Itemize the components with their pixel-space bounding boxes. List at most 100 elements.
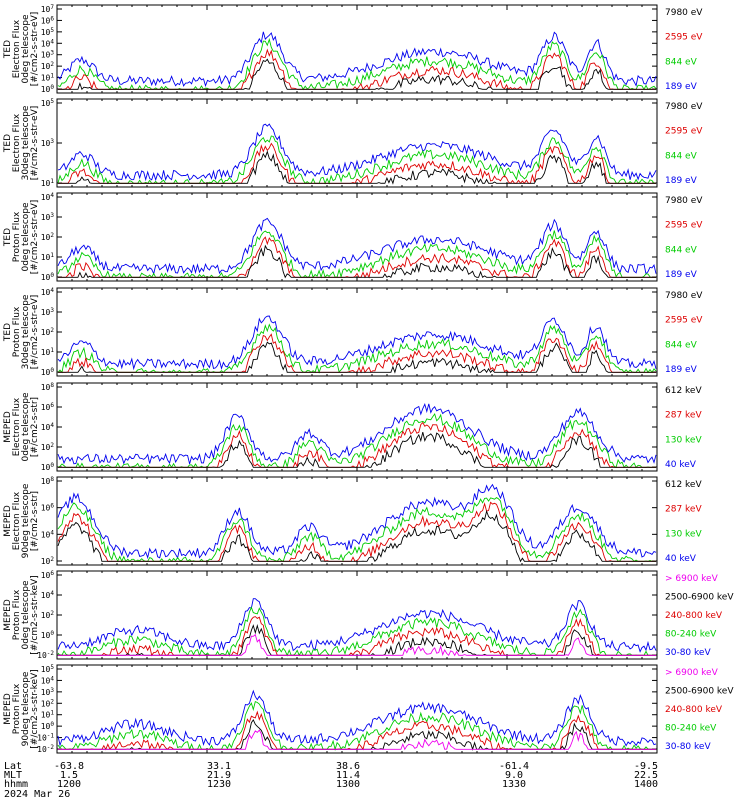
y-tick-label: 101 xyxy=(41,710,55,720)
ylabel-line-2: 30deg telescope xyxy=(21,294,31,369)
series-trace xyxy=(58,633,656,657)
y-tick-label: 108 xyxy=(41,476,55,486)
ylabel-line-2: 0deg telescope xyxy=(21,202,31,272)
series-trace xyxy=(57,483,657,560)
y-tick-label: 108 xyxy=(41,382,55,392)
y-tick-label: 101 xyxy=(41,347,55,357)
series-trace xyxy=(58,244,656,279)
y-tick-label: 105 xyxy=(41,664,55,674)
footer-label-hhmm: hhmm xyxy=(4,779,29,790)
ylabel-line-0: TED xyxy=(3,323,13,342)
ylabel-line-3: [#/cm2-s-str-keV] xyxy=(30,575,40,654)
panel-7: 106 104 102 100 10-2 MEPED Proton Flux 0deg tel… xyxy=(3,570,734,660)
y-tick-label: 104 xyxy=(41,529,55,539)
series-trace xyxy=(57,606,656,657)
legend-entry: 2595 eV xyxy=(665,33,703,43)
y-tick-label: 102 xyxy=(41,232,55,242)
ylabel-line-1: Proton Flux xyxy=(12,683,22,734)
footer-hhmm-0: 1200 xyxy=(56,779,82,790)
panel-6: 108 106 104 102 MEPED Electron Flux 90deg tele… xyxy=(3,476,702,566)
y-tick-label: 106 xyxy=(41,402,55,412)
ylabel-line-3: [#/cm2-s-str-eV] xyxy=(30,295,40,370)
legend-entry: 2595 eV xyxy=(665,316,703,326)
legend-entry: 80-240 keV xyxy=(665,630,717,640)
footer-lat-2: 38.6 xyxy=(335,761,361,772)
y-tick-label: 102 xyxy=(41,442,55,452)
y-tick-label: 107 xyxy=(41,4,55,14)
ylabel-line-0: TED xyxy=(3,228,13,247)
legend-entry: 7980 eV xyxy=(665,8,703,18)
legend-entry: 7980 eV xyxy=(665,196,703,206)
series-trace xyxy=(58,150,656,185)
ylabel-line-3: [#/cm2-s-str] xyxy=(30,491,40,551)
series-trace xyxy=(57,509,656,563)
series-trace xyxy=(57,123,657,182)
ylabel-line-1: Electron Flux xyxy=(12,491,22,550)
legend-entry: 287 keV xyxy=(665,505,702,515)
y-tick-label: 103 xyxy=(41,212,55,222)
y-tick-label: 102 xyxy=(41,610,55,620)
series-trace xyxy=(57,403,657,465)
y-tick-label: 100 xyxy=(41,630,55,640)
panel-frame xyxy=(56,4,658,94)
y-tick-label: 104 xyxy=(41,675,55,685)
footer-mlt-1: 21.9 xyxy=(206,770,232,781)
legend-entry: 2595 eV xyxy=(665,127,703,137)
y-tick-label: 104 xyxy=(41,422,55,432)
legend-entry: 2500-6900 keV xyxy=(665,593,734,603)
series-trace xyxy=(58,431,656,468)
ylabel-line-1: Proton Flux xyxy=(12,589,22,640)
footer-hhmm-3: 1330 xyxy=(501,779,527,790)
y-tick-label: 106 xyxy=(41,15,55,25)
legend-entry: 2500-6900 keV xyxy=(665,687,734,697)
ylabel-line-0: MEPED xyxy=(3,693,13,725)
ylabel-line-0: TED xyxy=(3,40,13,59)
y-tick-label: 101 xyxy=(41,178,55,188)
ylabel-line-2: 0deg telescope xyxy=(21,580,31,650)
footer-hhmm-2: 1300 xyxy=(335,779,361,790)
series-trace xyxy=(57,31,657,88)
ylabel-line-1: Proton Flux xyxy=(12,306,22,357)
y-tick-label: 102 xyxy=(41,698,55,708)
y-tick-label: 102 xyxy=(41,327,55,337)
footer-lat-3: -61.4 xyxy=(498,761,530,772)
y-tick-label: 100 xyxy=(41,84,55,94)
y-tick-label: 100 xyxy=(41,272,55,282)
footer-label-mlt: MLT xyxy=(4,770,23,781)
y-tick-label: 104 xyxy=(41,192,55,202)
legend-entry: 844 eV xyxy=(665,151,698,161)
ylabel-line-3: [#/cm2-s-str-eV] xyxy=(30,12,40,87)
footer-hhmm-4: 1400 xyxy=(633,779,659,790)
panel-frame xyxy=(56,287,658,377)
series-trace xyxy=(57,315,657,371)
legend-entry: 2595 eV xyxy=(665,221,703,231)
legend-entry: 844 eV xyxy=(665,340,698,350)
ylabel-line-0: MEPED xyxy=(3,505,13,537)
ylabel-line-1: Electron Flux xyxy=(12,113,22,172)
series-trace xyxy=(58,341,656,374)
legend-entry: 189 eV xyxy=(665,82,698,92)
series-trace xyxy=(58,729,656,751)
panel-5: 108 106 104 102 100 MEPED Electron Flux 0deg te… xyxy=(3,382,702,472)
ylabel-line-0: TED xyxy=(3,134,13,153)
legend-entry: 189 eV xyxy=(665,176,698,186)
series-trace xyxy=(57,689,657,747)
ylabel-line-2: 30deg telescope xyxy=(21,105,31,180)
footer-mlt-0: 1.5 xyxy=(59,770,79,781)
ylabel-line-2: 90deg telescope xyxy=(21,483,31,558)
y-tick-label: 105 xyxy=(41,98,55,108)
y-tick-label: 103 xyxy=(41,687,55,697)
y-tick-label: 10-1 xyxy=(37,733,54,743)
y-tick-label: 106 xyxy=(41,503,55,513)
y-tick-label: 100 xyxy=(41,367,55,377)
panel-3: 104 103 102 101 100 TED Proton Flux 0deg telesc… xyxy=(3,192,703,282)
legend-entry: 189 eV xyxy=(665,365,698,375)
panel-4: 104 103 102 101 100 TED Proton Flux 30deg teles… xyxy=(3,287,703,377)
legend-entry: 240-800 keV xyxy=(665,705,723,715)
legend-entry: 130 keV xyxy=(665,529,702,539)
legend-entry: 189 eV xyxy=(665,270,698,280)
y-tick-label: 101 xyxy=(41,252,55,262)
ylabel-line-2: 0deg telescope xyxy=(21,392,31,462)
